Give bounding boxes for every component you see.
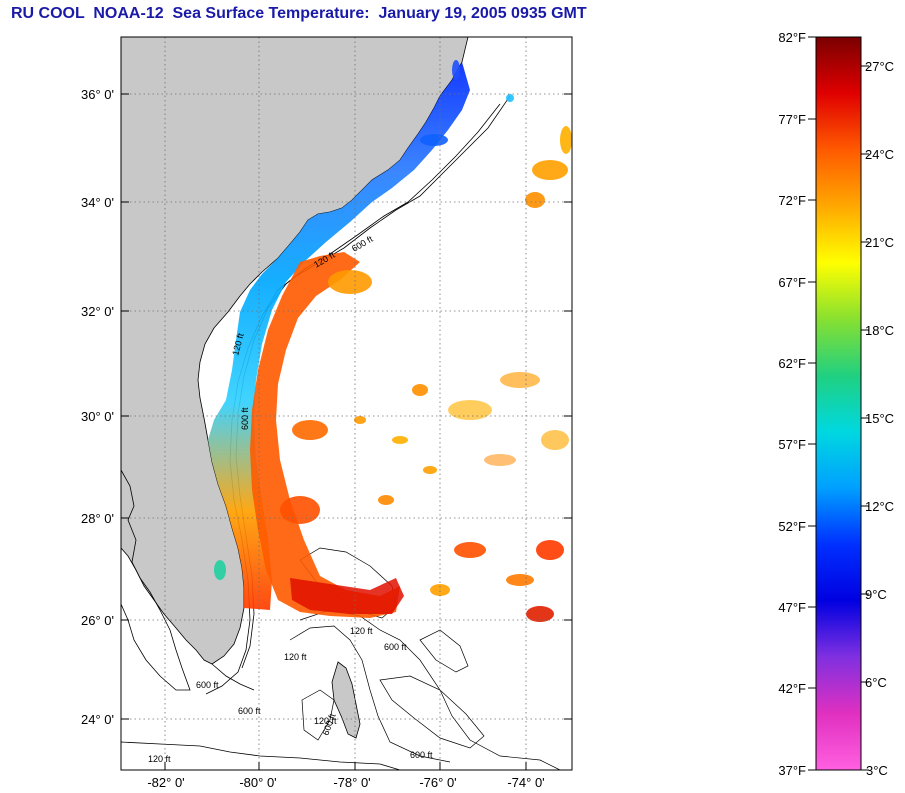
land-cuba (121, 741, 401, 770)
celsius-label: 9°C (865, 587, 887, 602)
celsius-label: 21°C (865, 235, 894, 250)
fahrenheit-label-group: 82°F 77°F 72°F 67°F 62°F 57°F 52°F 47°F … (778, 30, 806, 778)
fahrenheit-label: 47°F (778, 600, 806, 615)
lat-ticks (121, 93, 572, 770)
lon-label: -76° 0' (419, 775, 456, 790)
celsius-label: 18°C (865, 323, 894, 338)
colorbar-scale (815, 36, 862, 771)
celsius-label: 6°C (865, 675, 887, 690)
fahrenheit-label: 67°F (778, 275, 806, 290)
contour-label: 600 ft (410, 750, 433, 760)
lat-label: 34° 0' (81, 195, 114, 210)
map-border (120, 36, 573, 771)
lat-label: 30° 0' (81, 409, 114, 424)
sst-gulf-stream (250, 252, 400, 618)
contour-label: 120 ft (350, 626, 373, 636)
lat-label: 36° 0' (81, 87, 114, 102)
lon-label: -74° 0' (507, 775, 544, 790)
lon-label-group: -82° 0' -80° 0' -78° 0' -76° 0' -74° 0' (147, 775, 544, 790)
colorbar-ticks (808, 36, 869, 771)
fahrenheit-label: 57°F (778, 437, 806, 452)
contour-label: 600 ft (196, 680, 219, 690)
grid-lines (121, 37, 572, 770)
contour-label: 120 ft (148, 754, 171, 764)
lat-label: 26° 0' (81, 613, 114, 628)
lon-label: -80° 0' (239, 775, 276, 790)
celsius-label: 24°C (865, 147, 894, 162)
celsius-label: 15°C (865, 411, 894, 426)
sst-gulf-stream-red (290, 578, 404, 614)
fahrenheit-label: 37°F (778, 763, 806, 778)
gulf-coast-outline (121, 469, 255, 691)
celsius-label-group: 27°C 24°C 21°C 18°C 15°C 12°C 9°C 6°C 3°… (865, 59, 894, 778)
lat-label: 28° 0' (81, 511, 114, 526)
contour-label: 600 ft (238, 706, 261, 716)
fahrenheit-label: 72°F (778, 193, 806, 208)
contour-label: 600 ft (240, 407, 250, 430)
contour-label: 120 ft (314, 716, 337, 726)
contour-label: 600 ft (384, 642, 407, 652)
lon-label: -82° 0' (147, 775, 184, 790)
celsius-label: 3°C (866, 763, 888, 778)
sst-offshore-patches (214, 60, 572, 622)
page-title: RU COOL NOAA-12 Sea Surface Temperature:… (11, 5, 587, 22)
fahrenheit-label: 52°F (778, 519, 806, 534)
celsius-label: 27°C (865, 59, 894, 74)
lat-label-group: 36° 0' 34° 0' 32° 0' 30° 0' 28° 0' 26° 0… (81, 87, 114, 727)
lat-label: 24° 0' (81, 712, 114, 727)
contour-label: 120 ft (284, 652, 307, 662)
lon-label: -78° 0' (333, 775, 370, 790)
celsius-label: 12°C (865, 499, 894, 514)
land-andros (331, 661, 361, 739)
fahrenheit-label: 42°F (778, 681, 806, 696)
lat-label: 32° 0' (81, 304, 114, 319)
sst-shelf-band (208, 62, 470, 610)
fahrenheit-label: 77°F (778, 112, 806, 127)
fahrenheit-label: 62°F (778, 356, 806, 371)
fahrenheit-label: 82°F (778, 30, 806, 45)
